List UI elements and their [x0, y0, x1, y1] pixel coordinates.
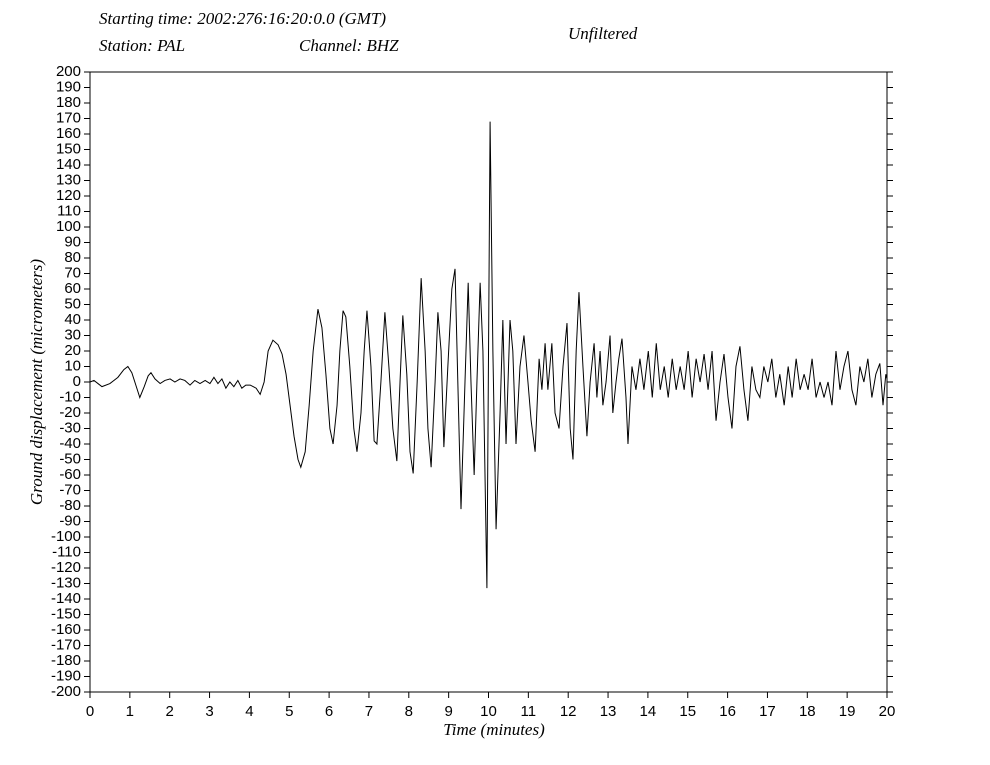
- y-tick-label: -130: [51, 574, 81, 591]
- y-tick-label: 200: [56, 63, 81, 80]
- y-tick-label: 50: [64, 295, 81, 312]
- x-tick-label: 4: [245, 703, 253, 720]
- y-tick-label: 20: [64, 342, 81, 359]
- y-tick-label: -140: [51, 590, 81, 607]
- x-tick-label: 20: [879, 703, 896, 720]
- y-tick-label: 160: [56, 125, 81, 142]
- y-tick-label: -190: [51, 667, 81, 684]
- y-tick-label: 180: [56, 94, 81, 111]
- y-tick-label: 80: [64, 249, 81, 266]
- y-tick-label: 0: [73, 373, 81, 390]
- x-tick-label: 7: [365, 703, 373, 720]
- subtitle: Unfiltered: [568, 24, 638, 43]
- y-tick-label: 110: [57, 202, 81, 219]
- y-tick-label: 40: [64, 311, 81, 328]
- station: Station: PAL: [99, 36, 185, 55]
- y-tick-label: 120: [56, 187, 81, 204]
- y-tick-label: 150: [56, 140, 81, 157]
- x-tick-label: 10: [480, 703, 497, 720]
- x-tick-label: 11: [521, 703, 537, 720]
- y-tick-label: -150: [51, 605, 81, 622]
- y-tick-label: 60: [64, 280, 81, 297]
- waveform: [89, 121, 888, 589]
- channel: Channel: BHZ: [299, 36, 399, 55]
- x-tick-label: 6: [325, 703, 333, 720]
- y-tick-label: -60: [59, 466, 81, 483]
- y-tick-label: 90: [64, 233, 81, 250]
- y-tick-label: -100: [51, 528, 81, 545]
- y-tick-label: -70: [59, 481, 81, 498]
- y-tick-label: 140: [56, 156, 81, 173]
- y-tick-label: -180: [51, 652, 81, 669]
- x-tick-label: 15: [679, 703, 696, 720]
- x-tick-label: 12: [560, 703, 577, 720]
- y-tick-label: -50: [59, 450, 81, 467]
- y-tick-label: -80: [59, 497, 81, 514]
- y-tick-label: -160: [51, 621, 81, 638]
- y-tick-label: -20: [59, 404, 81, 421]
- y-tick-label: 30: [64, 326, 81, 343]
- y-tick-label: -170: [51, 636, 81, 653]
- y-tick-label: 70: [64, 264, 81, 281]
- x-tick-label: 16: [719, 703, 736, 720]
- x-tick-label: 9: [444, 703, 452, 720]
- x-tick-label: 13: [600, 703, 617, 720]
- y-tick-label: 10: [64, 357, 81, 374]
- y-tick-label: -110: [52, 543, 81, 560]
- y-tick-label: 170: [56, 109, 81, 126]
- y-tick-label: 190: [56, 78, 81, 95]
- x-tick-label: 3: [205, 703, 213, 720]
- y-tick-label: -120: [51, 559, 81, 576]
- x-tick-label: 0: [86, 703, 94, 720]
- y-tick-label: -200: [51, 683, 81, 700]
- x-tick-label: 19: [839, 703, 856, 720]
- x-axis-label: Time (minutes): [443, 720, 545, 739]
- y-axis-label: Ground displacement (micrometers): [27, 259, 46, 505]
- y-tick-label: -30: [59, 419, 81, 436]
- x-tick-label: 8: [405, 703, 413, 720]
- x-tick-label: 2: [166, 703, 174, 720]
- y-tick-label: -40: [59, 435, 81, 452]
- y-tick-label: 100: [56, 218, 81, 235]
- title: Starting time: 2002:276:16:20:0.0 (GMT): [99, 9, 386, 28]
- x-tick-label: 5: [285, 703, 293, 720]
- y-tick-label: 130: [56, 171, 81, 188]
- x-tick-label: 1: [126, 703, 134, 720]
- x-tick-label: 17: [759, 703, 776, 720]
- x-tick-label: 18: [799, 703, 816, 720]
- y-tick-label: -10: [59, 388, 81, 405]
- y-tick-label: -90: [59, 512, 81, 529]
- x-tick-label: 14: [640, 703, 657, 720]
